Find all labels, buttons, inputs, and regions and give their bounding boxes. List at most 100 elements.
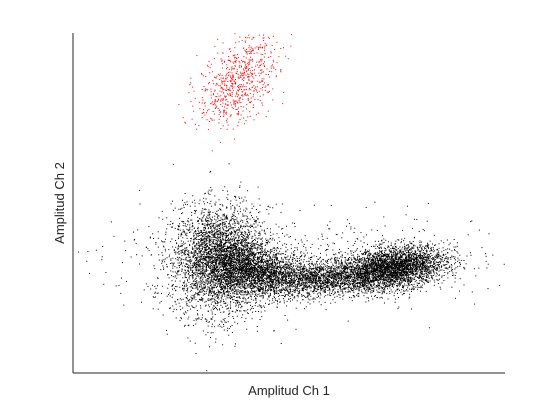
data-point	[229, 277, 231, 279]
data-point	[205, 232, 207, 234]
data-point	[209, 251, 211, 253]
data-point	[235, 219, 237, 220]
data-point	[219, 286, 221, 288]
data-point	[244, 238, 246, 240]
data-point	[205, 248, 207, 250]
data-point	[166, 217, 168, 219]
data-point	[249, 247, 251, 249]
data-point	[194, 342, 196, 344]
data-point	[205, 280, 207, 282]
data-point	[237, 252, 239, 254]
data-point	[242, 266, 244, 268]
data-point	[263, 276, 264, 278]
data-point	[219, 278, 221, 280]
data-point	[284, 256, 286, 258]
data-point	[254, 230, 256, 232]
data-point	[175, 246, 177, 248]
data-point	[240, 274, 242, 276]
data-point	[218, 273, 220, 275]
data-point	[213, 278, 215, 280]
data-point	[183, 290, 185, 292]
data-point	[216, 248, 218, 250]
data-point	[248, 266, 249, 268]
data-point	[203, 293, 205, 294]
data-point	[209, 203, 211, 205]
data-point	[257, 238, 259, 240]
data-point	[207, 260, 209, 262]
data-point	[210, 218, 212, 220]
data-point	[209, 262, 211, 264]
data-point	[242, 259, 244, 261]
data-point	[195, 231, 197, 233]
data-point	[215, 255, 217, 257]
data-point	[248, 231, 250, 233]
data-point	[228, 230, 229, 232]
data-point	[292, 285, 294, 287]
data-point	[286, 300, 288, 302]
data-point	[244, 277, 246, 279]
data-point	[230, 306, 232, 308]
data-point	[240, 234, 242, 236]
data-point	[264, 250, 266, 252]
data-point	[195, 249, 197, 251]
data-point	[295, 307, 297, 309]
data-point	[269, 300, 271, 302]
data-point	[225, 253, 227, 255]
data-point	[223, 311, 225, 313]
data-point	[193, 280, 195, 282]
data-point	[237, 245, 239, 247]
data-point	[203, 242, 205, 244]
data-point	[239, 281, 241, 283]
data-point	[266, 208, 268, 210]
data-point	[199, 299, 201, 301]
data-point	[234, 207, 236, 209]
data-point	[235, 199, 237, 201]
data-point	[185, 226, 187, 228]
data-point	[207, 264, 209, 266]
data-point	[249, 234, 251, 236]
data-point	[184, 259, 186, 261]
data-point	[245, 233, 247, 235]
data-point	[228, 223, 230, 225]
data-point	[243, 296, 245, 298]
data-point	[260, 246, 262, 248]
data-point	[234, 231, 236, 233]
data-point	[256, 260, 258, 262]
data-point	[218, 246, 220, 248]
data-point	[231, 255, 233, 257]
data-point	[203, 212, 205, 213]
data-point	[235, 265, 237, 267]
data-point	[221, 219, 223, 221]
data-point	[228, 239, 230, 241]
data-point	[303, 269, 305, 271]
data-point	[232, 293, 234, 295]
data-point	[203, 258, 205, 260]
data-point	[255, 253, 256, 255]
data-point	[240, 310, 242, 312]
data-point	[284, 296, 285, 298]
data-point	[239, 252, 241, 254]
data-point	[254, 221, 256, 222]
data-point	[246, 218, 248, 220]
data-point	[269, 257, 271, 259]
data-point	[252, 217, 254, 218]
data-point	[204, 238, 206, 239]
data-point	[204, 236, 206, 238]
data-point	[232, 299, 233, 301]
data-point	[230, 247, 232, 248]
data-point	[269, 252, 271, 254]
data-point	[225, 276, 227, 278]
data-point	[175, 240, 177, 241]
data-point	[259, 273, 261, 275]
data-point	[214, 232, 216, 234]
data-point	[236, 278, 238, 280]
data-point	[180, 240, 182, 242]
data-point	[184, 247, 186, 249]
data-point	[268, 255, 270, 257]
data-point	[226, 276, 228, 278]
data-point	[224, 253, 226, 255]
data-point	[290, 255, 292, 257]
data-point	[200, 269, 202, 271]
data-point	[247, 238, 249, 240]
data-point	[220, 264, 222, 265]
